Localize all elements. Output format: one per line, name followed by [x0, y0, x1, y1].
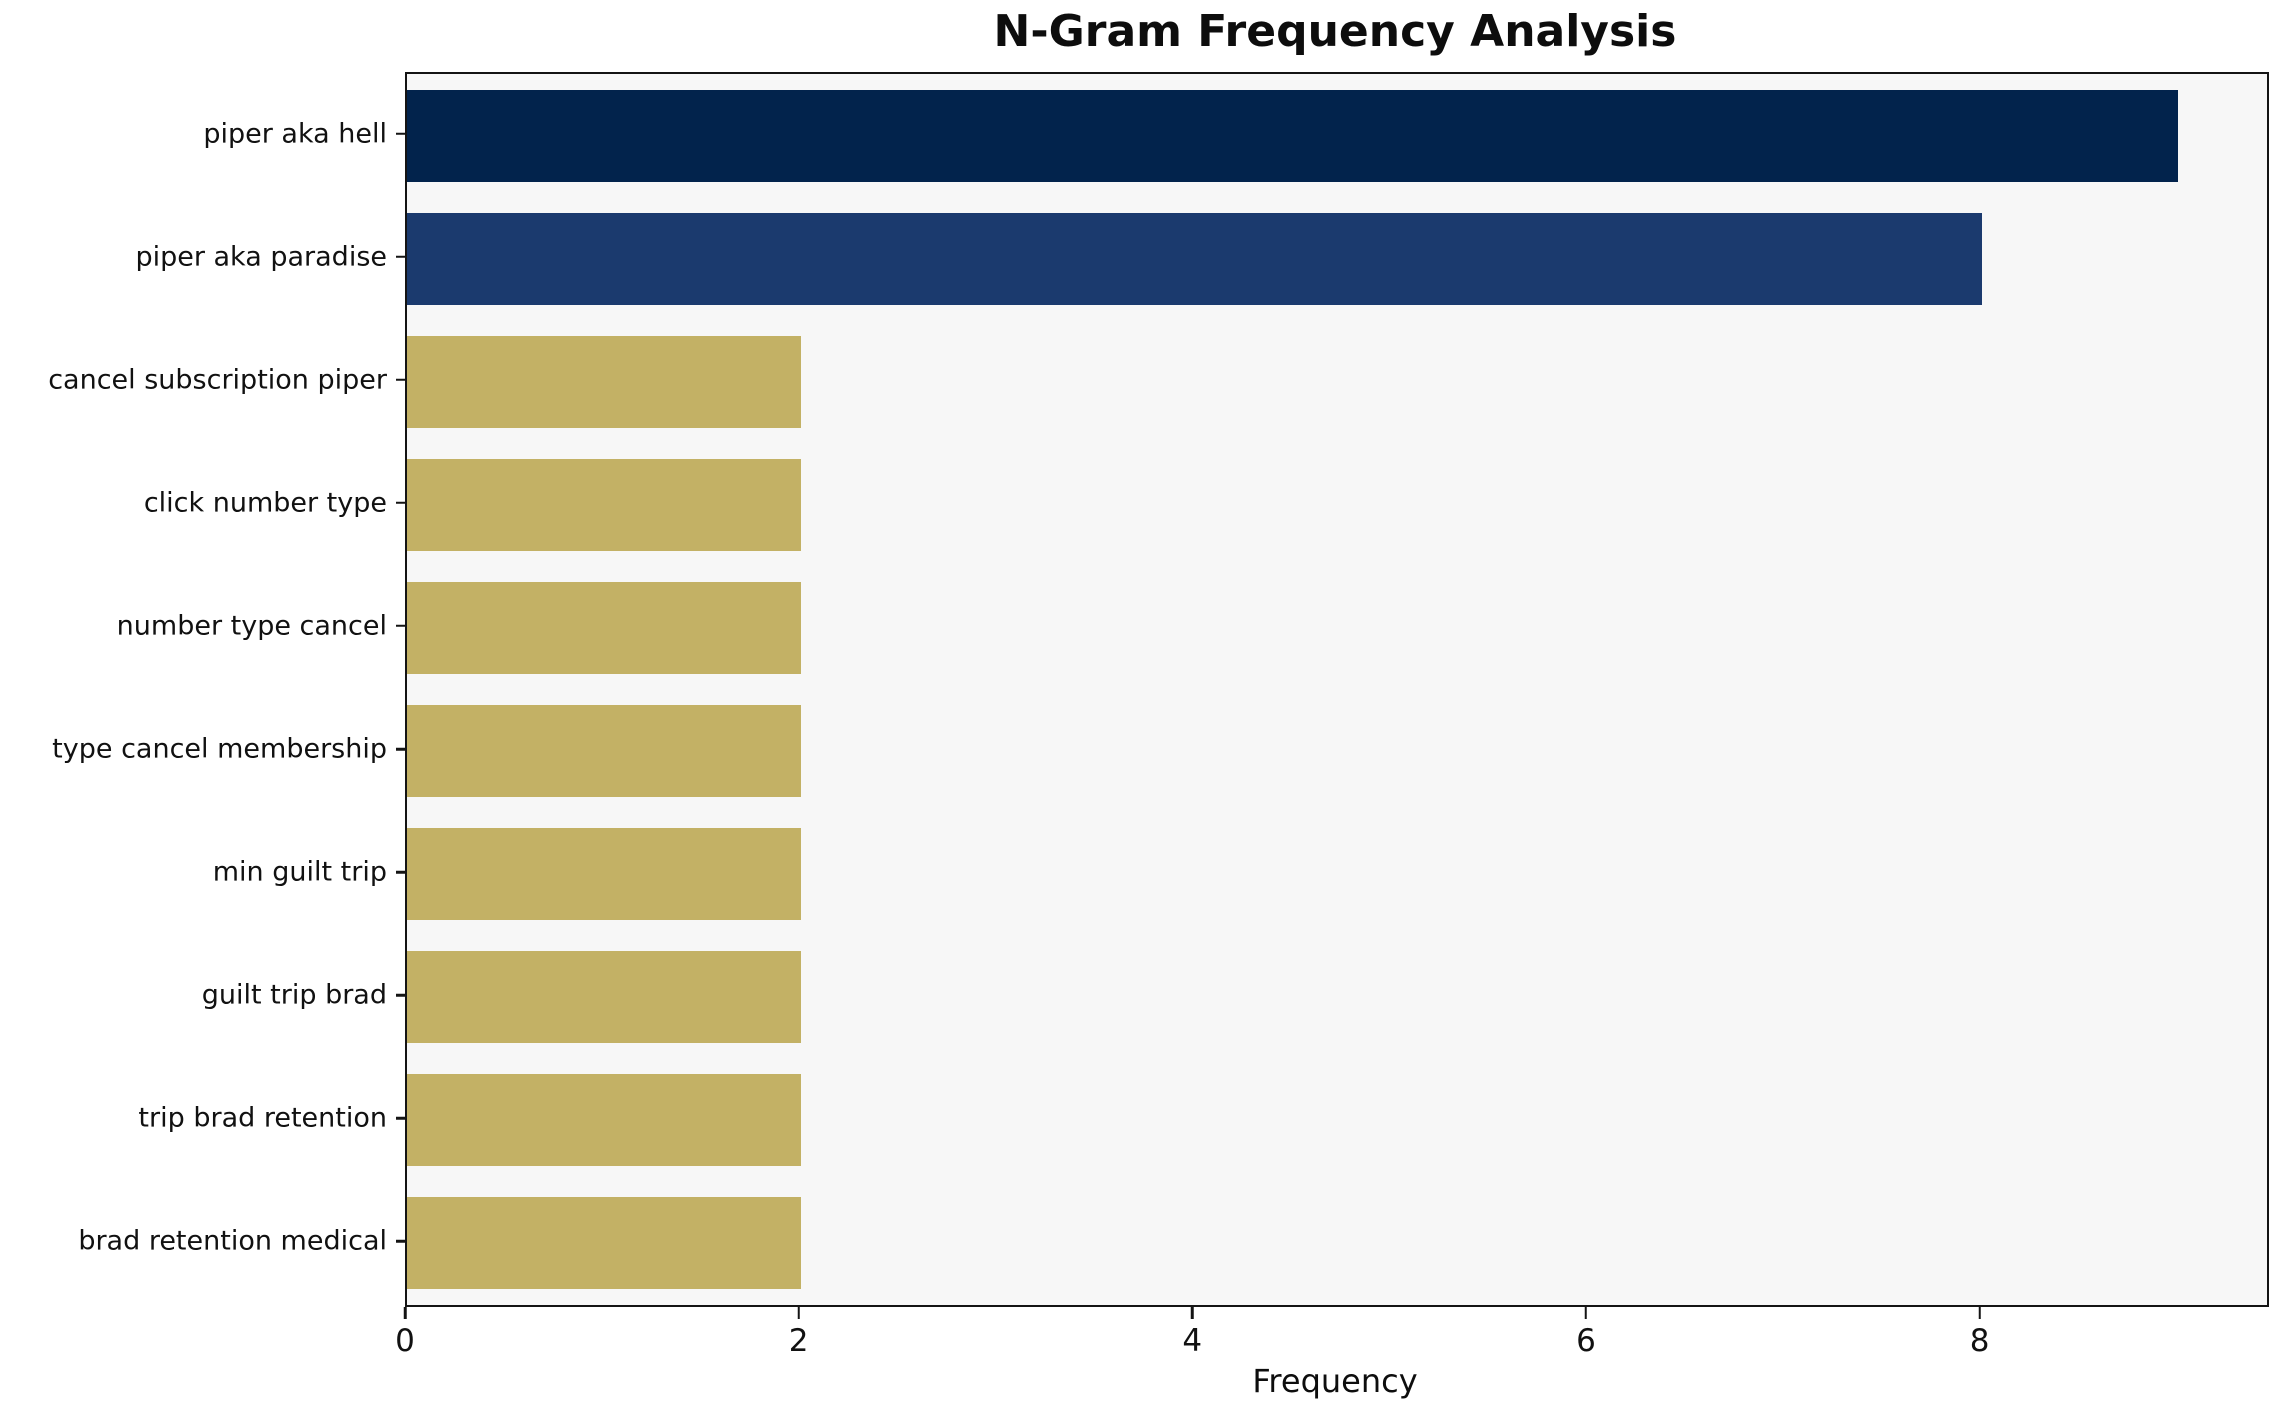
bar-6 — [407, 828, 801, 920]
bar-2 — [407, 336, 801, 428]
y-tick-label: trip brad retention — [138, 1102, 387, 1134]
y-tick-label: min guilt trip — [212, 856, 387, 888]
bar-7 — [407, 951, 801, 1043]
x-axis: 0 2 4 6 8 — [395, 1305, 2265, 1375]
bar-9 — [407, 1197, 801, 1289]
y-tick-label: guilt trip brad — [201, 979, 387, 1011]
bar-3 — [407, 459, 801, 551]
bar-5 — [407, 705, 801, 797]
y-tick-label: type cancel membership — [52, 733, 387, 765]
bar-1 — [407, 213, 1982, 305]
y-tick-label: piper aka paradise — [135, 241, 387, 273]
y-tick-mark — [396, 378, 405, 381]
x-tick-label: 8 — [1969, 1323, 1990, 1359]
y-tick-mark — [396, 747, 405, 751]
y-tick-label: brad retention medical — [78, 1225, 387, 1257]
x-tick-label: 0 — [395, 1323, 415, 1359]
x-tick-mark — [403, 1306, 407, 1319]
y-tick-mark — [396, 994, 405, 997]
y-tick-mark — [396, 624, 405, 628]
y-tick-mark — [396, 1117, 405, 1120]
bar-8 — [407, 1074, 801, 1166]
y-tick-label: cancel subscription piper — [48, 364, 387, 396]
x-axis-title: Frequency — [1252, 1362, 1418, 1400]
y-tick-mark — [396, 255, 405, 258]
y-tick-label: piper aka hell — [203, 118, 387, 150]
y-tick-mark — [396, 1240, 405, 1243]
y-tick-label: click number type — [143, 487, 387, 519]
plot-area — [405, 72, 2269, 1307]
y-axis: piper aka hell piper aka paradise cancel s… — [0, 72, 405, 1303]
x-tick-label: 4 — [1182, 1323, 1203, 1359]
y-tick-mark — [396, 501, 405, 505]
y-tick-label: number type cancel — [116, 610, 387, 642]
x-tick-mark — [1191, 1306, 1194, 1319]
chart-title: N-Gram Frequency Analysis — [993, 6, 1677, 57]
bar-4 — [407, 582, 801, 674]
bar-0 — [407, 90, 2178, 182]
x-tick-mark — [1978, 1306, 1981, 1319]
x-tick-label: 6 — [1576, 1323, 1596, 1359]
y-tick-mark — [396, 132, 405, 135]
x-tick-mark — [1584, 1306, 1588, 1319]
x-tick-mark — [797, 1306, 800, 1319]
x-tick-label: 2 — [788, 1323, 809, 1359]
y-tick-mark — [396, 870, 405, 874]
